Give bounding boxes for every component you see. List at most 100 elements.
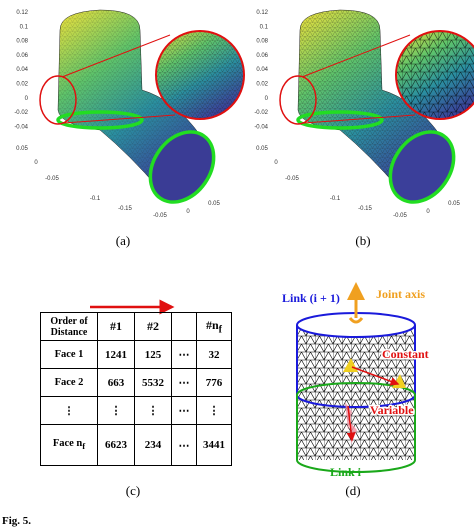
zoom-connector (61, 34, 171, 78)
table-row: ⋮ ⋮ ⋮ ⋯ ⋮ (40, 396, 232, 425)
mesh-plot: 0.12 0.1 0.08 0.06 0.04 0.02 0 -0.02 -0.04 0.05 0 -… (14, 9, 245, 248)
header-cell: #2 (134, 312, 172, 341)
z-tick-label: -0.02 (14, 110, 28, 116)
floor-tick-label: -0.1 (330, 196, 341, 202)
table-cell: 1241 (97, 340, 135, 369)
zoom-connector (303, 114, 416, 124)
link-diagram: Link (i + 1) Joint axis Constant Variabl… (282, 282, 430, 479)
table-cell: 663 (97, 368, 135, 397)
cell-text: #1 (110, 319, 122, 333)
mesh-plot: 0.12 0.1 0.08 0.06 0.04 0.02 0 -0.02 -0.04 0.05 0 -… (254, 9, 474, 248)
table-cell: 3441 (196, 424, 232, 466)
z-tick-label: 0 (25, 96, 29, 102)
floor-tick-label: 0 (34, 160, 38, 166)
row-label: ⋮ (40, 396, 98, 425)
mesh-plots: 0.12 0.1 0.08 0.06 0.04 0.02 0 -0.02 -0.04 0.05 0 -… (14, 9, 474, 248)
row-label: Face 2 (40, 368, 98, 397)
joint-axis-label: Joint axis (376, 287, 425, 301)
floor-tick-label: -0.15 (118, 206, 132, 212)
z-tick-label: -0.04 (14, 124, 28, 130)
floor-tick-label: 0.05 (256, 146, 268, 152)
empty-cell (171, 312, 197, 341)
table-row: Face nf 6623 234 ⋯ 3441 (40, 424, 232, 466)
green-rim (296, 110, 384, 130)
floor-tick-label: 0 (274, 160, 278, 166)
z-tick-label: 0.1 (260, 24, 269, 30)
table-cell: ⋯ (171, 396, 197, 425)
z-tick-label: 0.12 (256, 10, 268, 16)
table-cell: ⋯ (171, 368, 197, 397)
floor-tick-label: 0 (186, 209, 190, 215)
floor-tick-label: 0.05 (208, 201, 220, 207)
header-cell: #nf (196, 312, 232, 341)
panel-label: (d) (345, 483, 360, 498)
table-cell: 6623 (97, 424, 135, 466)
table-cell: ⋮ (134, 396, 172, 425)
zoom-connector (63, 114, 176, 124)
z-tick-label: -0.04 (254, 124, 268, 130)
row-label: Face nf (40, 424, 98, 466)
floor-tick-label: -0.05 (45, 176, 59, 182)
panel-label: (c) (126, 483, 140, 498)
floor-tick-label: 0.05 (448, 201, 460, 207)
zoom-source (39, 75, 77, 125)
header-cell: #1 (97, 312, 135, 341)
cell-text: Face 1 (54, 349, 84, 360)
floor-tick-label: 0.05 (16, 146, 28, 152)
z-tick-label: -0.02 (254, 110, 268, 116)
cell-text: ⋮ (63, 405, 75, 417)
cell-text: Face n (52, 438, 83, 450)
panel-label: (a) (116, 233, 130, 248)
header-cell: Order of Distance (40, 312, 98, 341)
table-cell: 5532 (134, 368, 172, 397)
cell-text: #n (205, 317, 219, 332)
floor-tick-label: 0 (426, 209, 430, 215)
z-tick-label: 0.02 (256, 82, 268, 88)
table-cell: 234 (134, 424, 172, 466)
z-tick-label: 0.04 (256, 67, 268, 73)
distance-table: Order of Distance #1 #2 #nf Face 1 1241 125 ⋯ 32… (40, 312, 232, 466)
caption: Fig. 5. (2, 515, 31, 527)
z-tick-label: 0.08 (16, 39, 28, 45)
table-cell: 125 (134, 340, 172, 369)
constant-label: Constant (382, 347, 429, 361)
header-row: Order of Distance #1 #2 #nf (40, 312, 232, 341)
cell-text: Face 2 (54, 377, 84, 388)
lower-link-mesh (297, 395, 415, 460)
table-cell: 32 (196, 340, 232, 369)
z-tick-label: 0.02 (16, 82, 28, 88)
row-label: Face 1 (40, 340, 98, 369)
z-tick-label: 0.04 (16, 67, 28, 73)
link-upper-label: Link (i + 1) (282, 291, 340, 305)
z-tick-label: 0.12 (16, 10, 28, 16)
floor-tick-label: -0.05 (285, 176, 299, 182)
zoom-mesh (157, 32, 243, 118)
z-tick-label: 0.1 (20, 24, 29, 30)
floor-tick-label: -0.05 (153, 213, 167, 219)
green-rim (148, 130, 216, 204)
green-rim (56, 110, 144, 130)
z-tick-label: 0.06 (16, 53, 28, 59)
z-tick-label: 0.06 (256, 53, 268, 59)
floor-tick-label: -0.15 (358, 206, 372, 212)
zoom-mesh (397, 32, 474, 118)
table-cell: 776 (196, 368, 232, 397)
green-rim (388, 130, 456, 204)
table-row: Face 2 663 5532 ⋯ 776 (40, 368, 232, 397)
table-cell: ⋯ (171, 424, 197, 466)
zoom-source (279, 75, 317, 125)
cell-text: #2 (147, 319, 159, 333)
floor-tick-label: -0.1 (90, 196, 101, 202)
variable-label: Variable (370, 403, 414, 417)
floor-tick-label: -0.05 (393, 213, 407, 219)
table-row: Face 1 1241 125 ⋯ 32 (40, 340, 232, 369)
table-cell: ⋮ (97, 396, 135, 425)
z-tick-label: 0 (265, 96, 269, 102)
subscript: f (82, 441, 86, 452)
table-cell: ⋯ (171, 340, 197, 369)
zoom-connector (301, 34, 411, 78)
panel-label: (b) (355, 233, 370, 248)
subscript: f (218, 324, 223, 336)
